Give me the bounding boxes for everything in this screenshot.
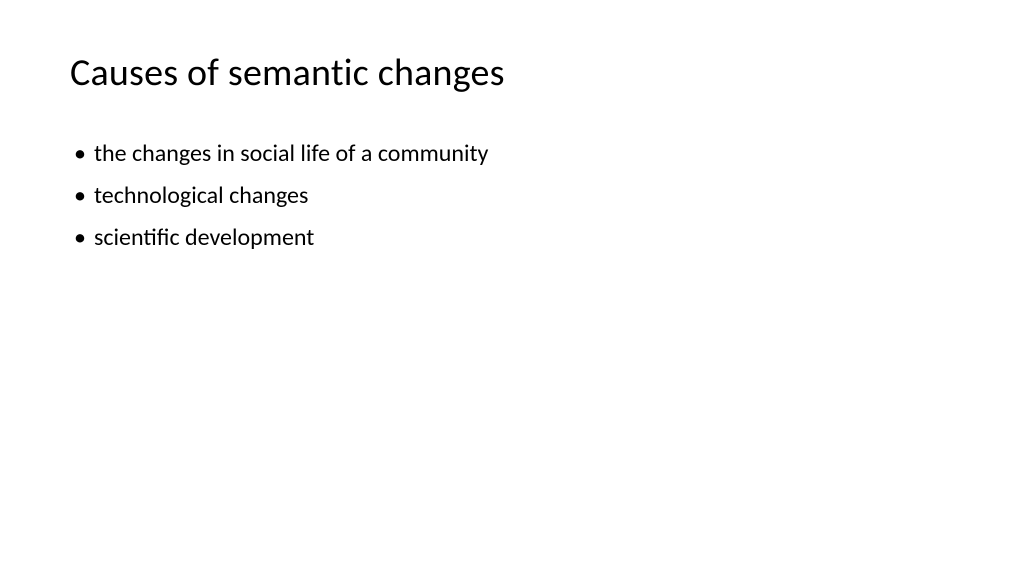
- slide-title: Causes of semantic changes: [70, 50, 954, 96]
- bullet-list: the changes in social life of a communit…: [70, 136, 954, 256]
- slide-container: Causes of semantic changes the changes i…: [0, 0, 1024, 576]
- list-item: technological changes: [74, 178, 954, 214]
- list-item: scientific development: [74, 220, 954, 256]
- list-item: the changes in social life of a communit…: [74, 136, 954, 172]
